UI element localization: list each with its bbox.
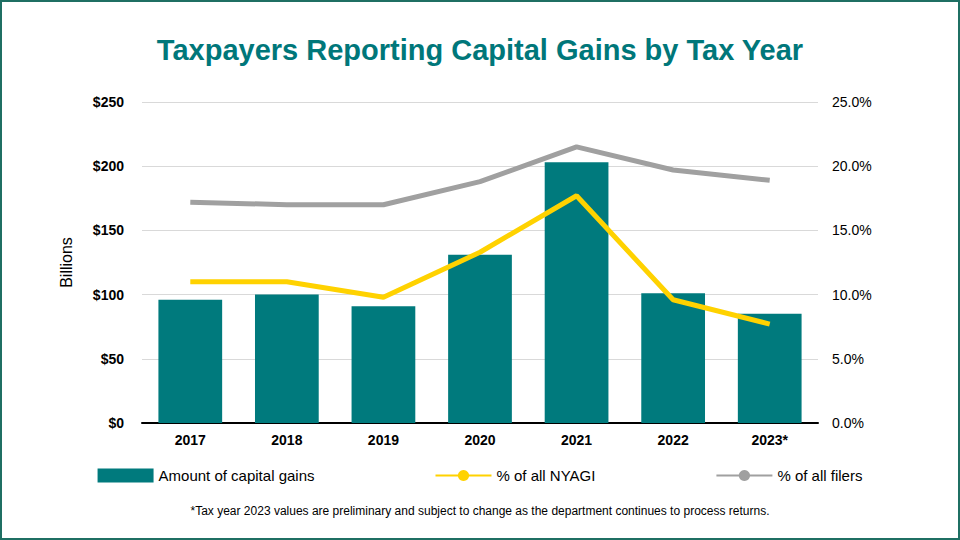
svg-text:% of all filers: % of all filers xyxy=(777,467,862,484)
svg-text:Amount of capital gains: Amount of capital gains xyxy=(159,467,315,484)
svg-text:2017: 2017 xyxy=(175,432,206,448)
svg-text:0.0%: 0.0% xyxy=(832,415,864,431)
svg-text:2018: 2018 xyxy=(271,432,302,448)
svg-text:15.0%: 15.0% xyxy=(832,222,872,238)
svg-text:$200: $200 xyxy=(93,158,124,174)
svg-text:2020: 2020 xyxy=(464,432,495,448)
svg-text:2022: 2022 xyxy=(658,432,689,448)
svg-text:2021: 2021 xyxy=(561,432,592,448)
svg-text:Taxpayers Reporting Capital Ga: Taxpayers Reporting Capital Gains by Tax… xyxy=(157,34,803,66)
svg-text:*Tax year 2023 values are prel: *Tax year 2023 values are preliminary an… xyxy=(191,504,770,518)
svg-text:$150: $150 xyxy=(93,222,124,238)
svg-text:Billions: Billions xyxy=(58,237,75,288)
svg-text:$250: $250 xyxy=(93,94,124,110)
svg-text:$0: $0 xyxy=(108,415,124,431)
svg-text:10.0%: 10.0% xyxy=(832,287,872,303)
svg-text:20.0%: 20.0% xyxy=(832,158,872,174)
svg-text:2019: 2019 xyxy=(368,432,399,448)
svg-text:$100: $100 xyxy=(93,287,124,303)
svg-text:5.0%: 5.0% xyxy=(832,351,864,367)
svg-text:$50: $50 xyxy=(101,351,125,367)
svg-text:2023*: 2023* xyxy=(751,432,788,448)
svg-text:% of all NYAGI: % of all NYAGI xyxy=(496,467,595,484)
svg-text:25.0%: 25.0% xyxy=(832,94,872,110)
